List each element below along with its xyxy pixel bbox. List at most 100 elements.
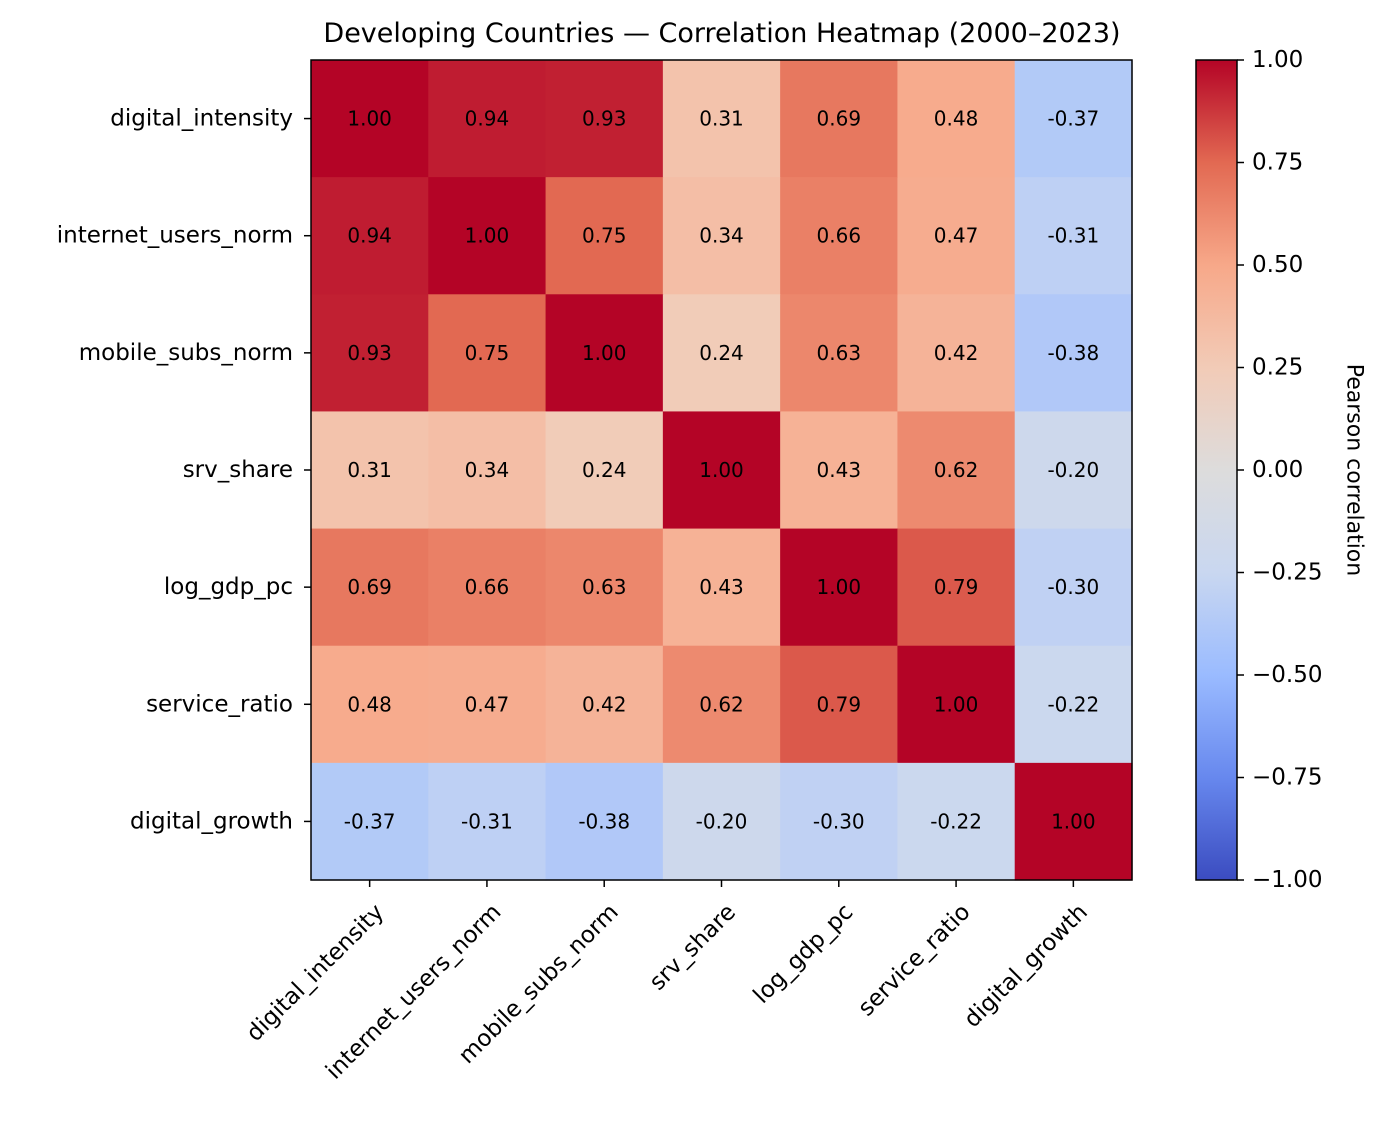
cell-value-label: 0.79 — [817, 692, 862, 716]
cell-value-label: 0.94 — [465, 107, 510, 131]
cell-value-label: 0.24 — [582, 458, 627, 482]
cell-value-label: 0.42 — [934, 341, 979, 365]
x-axis: digital_intensityinternet_users_normmobi… — [242, 880, 1093, 1085]
heatmap-cell — [780, 645, 899, 764]
colorbar-tick-label: 1.00 — [1252, 47, 1303, 73]
heatmap-cells — [311, 60, 1133, 881]
colorbar-ticks: −1.00 −0.75 −0.50 −0.25 0.00 0.25 0.50 0.75 1.00 — [1237, 47, 1322, 893]
cell-value-label: 0.47 — [465, 692, 510, 716]
heatmap-cell — [780, 528, 899, 647]
x-tick-label: service_ratio — [853, 899, 975, 1021]
colorbar-tick-label: −0.25 — [1252, 560, 1322, 586]
cell-value-label: 0.31 — [347, 458, 392, 482]
cell-value-label: 0.69 — [817, 107, 862, 131]
cell-value-label: 0.31 — [699, 107, 744, 131]
heatmap-cell — [662, 177, 781, 295]
cell-value-label: -0.38 — [578, 809, 630, 833]
heatmap-cell — [311, 177, 429, 295]
cell-value-label: 0.63 — [582, 575, 627, 599]
heatmap-cell — [897, 60, 1016, 178]
heatmap-cell — [545, 60, 664, 178]
heatmap-cell — [897, 294, 1016, 413]
heatmap-cell — [545, 528, 664, 647]
cell-value-label: 0.62 — [934, 458, 979, 482]
heatmap-cell — [545, 294, 664, 413]
heatmap-cell — [1014, 645, 1133, 764]
cell-value-label: 0.47 — [934, 224, 979, 248]
y-tick-label: log_gdp_pc — [164, 574, 293, 600]
cell-value-label: 1.00 — [347, 107, 392, 131]
heatmap-cell — [662, 60, 781, 178]
cell-value-label: -0.20 — [1047, 458, 1099, 482]
cell-value-label: 1.00 — [699, 458, 744, 482]
heatmap-cell — [1014, 411, 1133, 530]
colorbar-label: Pearson correlation — [1342, 364, 1367, 576]
heatmap-cell — [311, 411, 429, 530]
cell-value-label: -0.22 — [930, 809, 982, 833]
heatmap-cell-labels: 1.00 0.94 0.93 0.31 0.69 0.48 -0.37 0.94 1.00 0.7… — [344, 107, 1099, 834]
colorbar: −1.00 −0.75 −0.50 −0.25 0.00 0.25 0.50 0.75 1.00… — [1195, 47, 1367, 893]
y-tick-label: srv_share — [183, 457, 293, 483]
cell-value-label: 0.94 — [347, 224, 392, 248]
heatmap-cell — [545, 645, 664, 764]
cell-value-label: 0.69 — [347, 575, 392, 599]
y-tick-label: digital_growth — [130, 808, 293, 834]
heatmap-cell — [897, 411, 1016, 530]
cell-value-label: 0.43 — [699, 575, 744, 599]
heatmap-cell — [428, 177, 547, 295]
cell-value-label: 0.42 — [582, 692, 627, 716]
heatmap-cell — [545, 762, 664, 881]
heatmap-cell — [1014, 177, 1133, 295]
colorbar-tick-label: 0.50 — [1252, 252, 1303, 278]
y-tick-label: digital_intensity — [110, 106, 293, 132]
heatmap-cell — [311, 60, 429, 178]
cell-value-label: 0.48 — [347, 692, 392, 716]
heatmap-cell — [311, 645, 429, 764]
y-tick-label: internet_users_norm — [57, 223, 293, 249]
heatmap-cell — [897, 177, 1016, 295]
cell-value-label: 0.93 — [582, 107, 627, 131]
y-axis: digital_intensity internet_users_normmobi… — [57, 106, 311, 834]
cell-value-label: -0.38 — [1047, 341, 1099, 365]
cell-value-label: -0.37 — [1047, 107, 1099, 131]
y-tick-label: mobile_subs_norm — [79, 340, 293, 366]
heatmap-cell — [780, 60, 899, 178]
heatmap-cell — [780, 294, 899, 413]
cell-value-label: 0.24 — [699, 341, 744, 365]
cell-value-label: 0.43 — [817, 458, 862, 482]
cell-value-label: 1.00 — [465, 224, 510, 248]
heatmap-cell — [897, 528, 1016, 647]
heatmap-cell — [545, 177, 664, 295]
cell-value-label: 0.66 — [465, 575, 510, 599]
cell-value-label: 0.79 — [934, 575, 979, 599]
x-tick-label: digital_growth — [959, 899, 1093, 1033]
colorbar-gradient — [1196, 60, 1237, 880]
heatmap-cell — [1014, 294, 1133, 413]
heatmap-cell — [428, 411, 547, 530]
cell-value-label: 0.93 — [347, 341, 392, 365]
cell-value-label: -0.22 — [1047, 692, 1099, 716]
heatmap-cell — [662, 528, 781, 647]
cell-value-label: -0.31 — [461, 809, 513, 833]
colorbar-tick-label: 0.00 — [1252, 457, 1303, 483]
cell-value-label: -0.37 — [344, 809, 396, 833]
cell-value-label: -0.20 — [696, 809, 748, 833]
heatmap-cell — [311, 294, 429, 413]
cell-value-label: 1.00 — [934, 692, 979, 716]
heatmap-cell — [780, 177, 899, 295]
cell-value-label: 1.00 — [1051, 809, 1096, 833]
chart-title: Developing Countries — Correlation Heatm… — [323, 18, 1120, 49]
cell-value-label: 0.75 — [465, 341, 510, 365]
heatmap-cell — [545, 411, 664, 530]
y-tick-label: service_ratio — [146, 691, 293, 717]
x-tick-label: log_gdp_pc — [749, 899, 859, 1009]
cell-value-label: 1.00 — [817, 575, 862, 599]
heatmap-cell — [428, 762, 547, 881]
heatmap-cell — [662, 411, 781, 530]
cell-value-label: -0.30 — [813, 809, 865, 833]
colorbar-tick-label: 0.75 — [1252, 150, 1303, 176]
heatmap-cell — [1014, 528, 1133, 647]
heatmap-cell — [428, 528, 547, 647]
heatmap-cell — [662, 645, 781, 764]
